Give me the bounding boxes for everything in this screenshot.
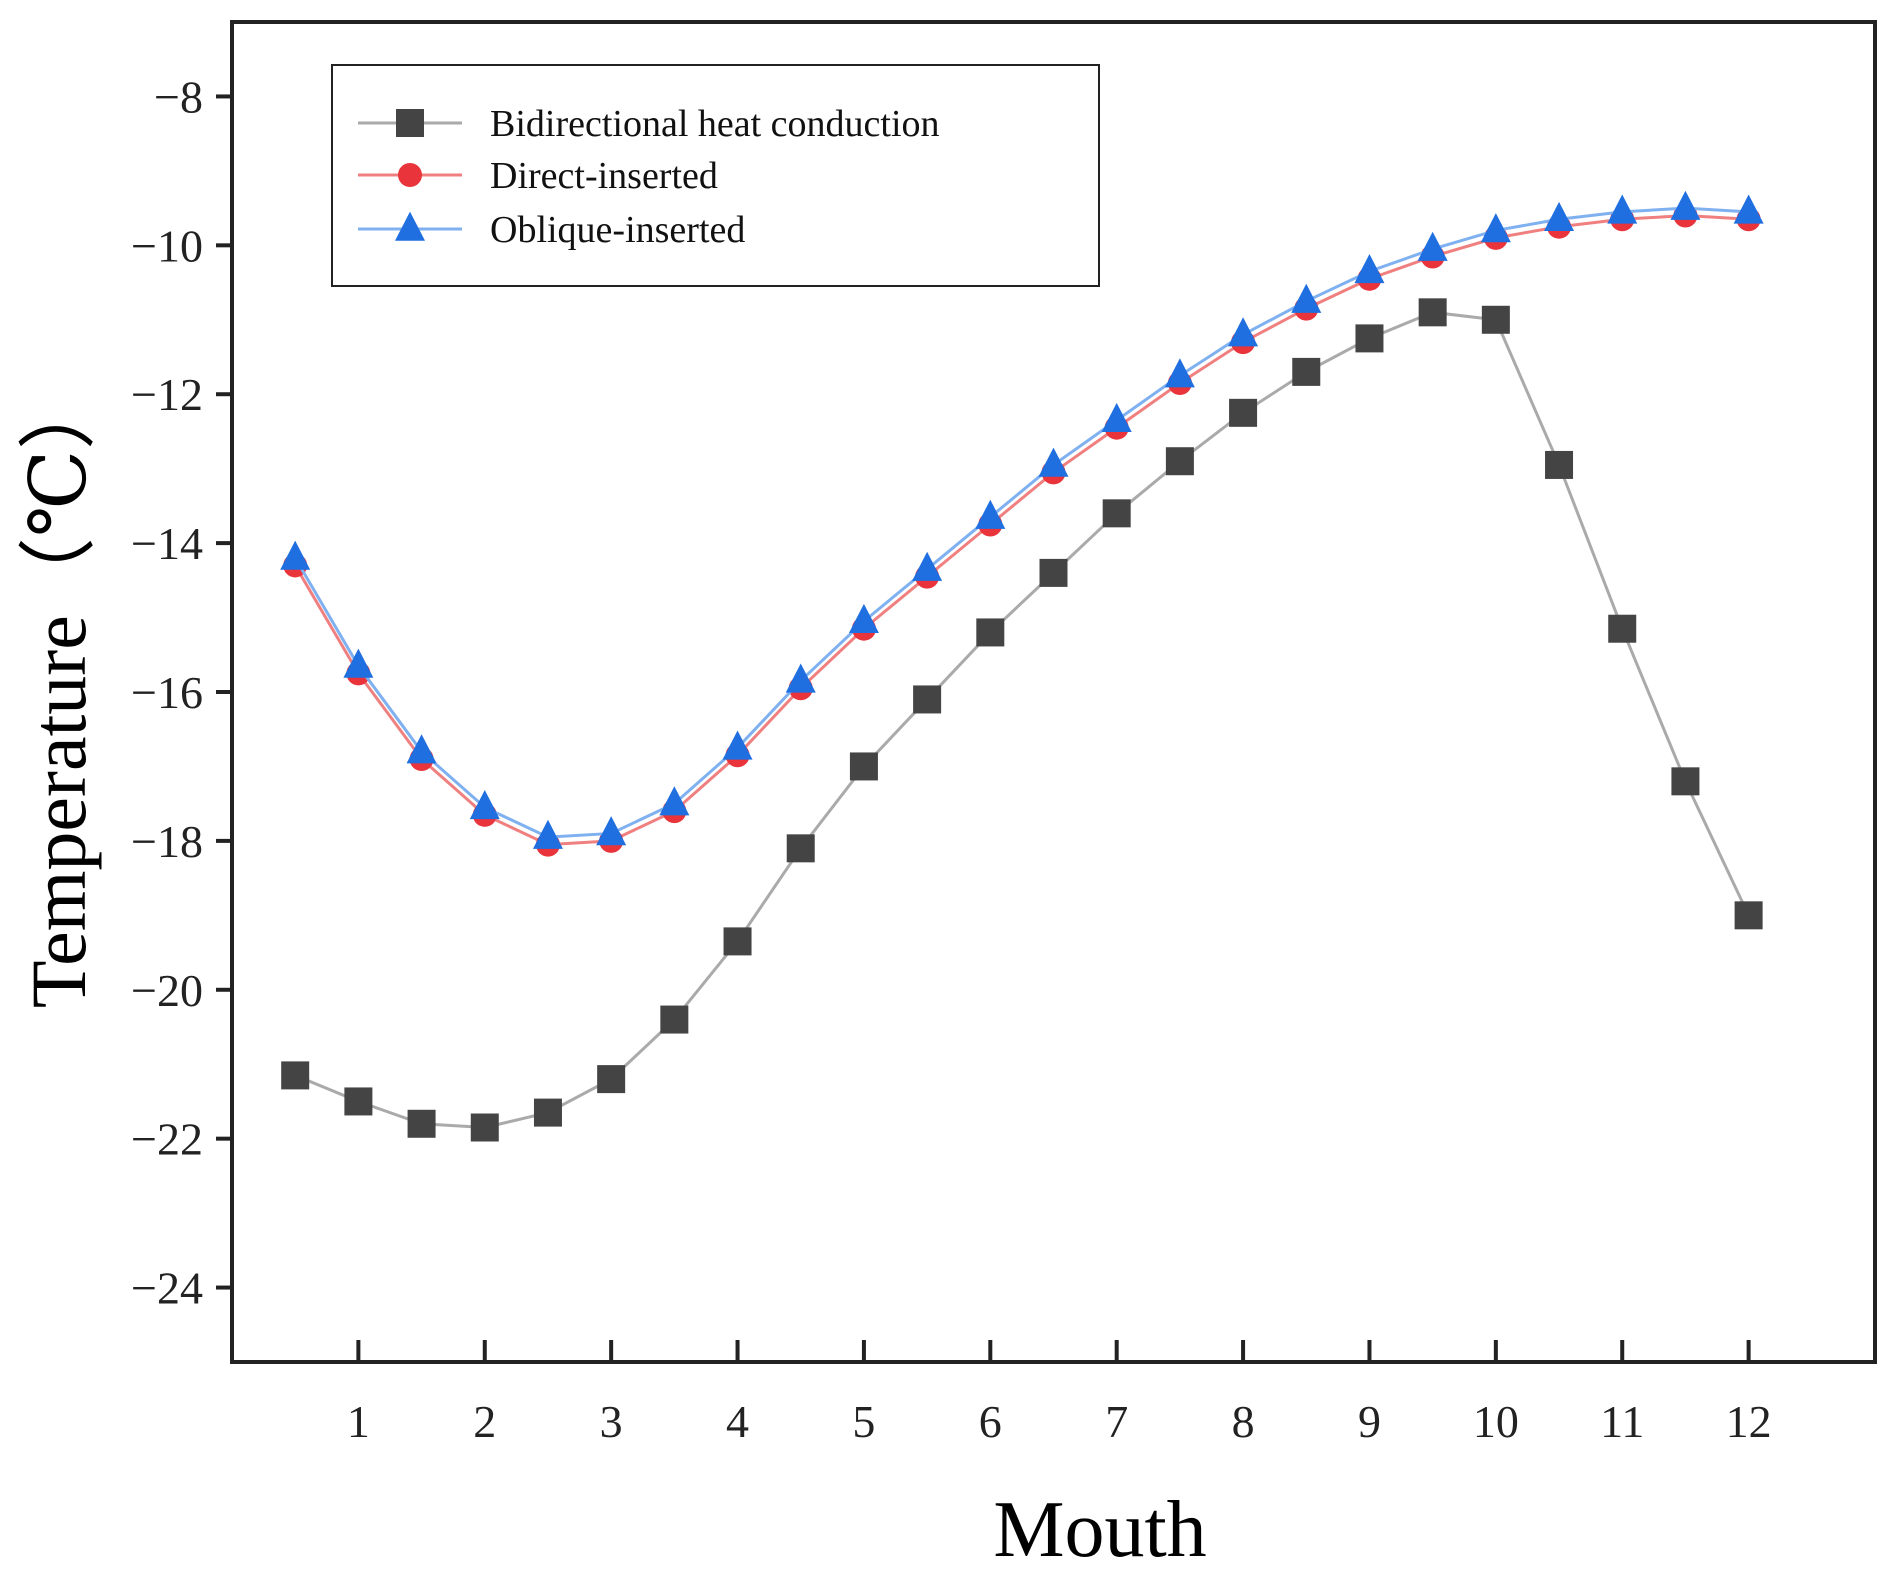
y-tick-label: −18 xyxy=(131,816,203,867)
plot-marks xyxy=(280,190,1764,1142)
series-line xyxy=(293,214,1749,847)
data-point xyxy=(281,1061,310,1090)
data-point xyxy=(280,540,311,570)
x-tick-label: 8 xyxy=(1232,1396,1255,1447)
x-tick-label: 12 xyxy=(1726,1396,1772,1447)
data-point xyxy=(533,1098,562,1127)
data-point xyxy=(1607,194,1638,224)
legend-marker xyxy=(396,109,424,137)
y-tick-label: −24 xyxy=(131,1263,203,1314)
series-triangle xyxy=(280,190,1764,849)
y-tick-label: −8 xyxy=(154,71,203,122)
x-tick-label: 10 xyxy=(1473,1396,1519,1447)
data-point xyxy=(785,663,816,693)
series-line xyxy=(293,206,1749,839)
data-point xyxy=(1481,305,1510,334)
data-point xyxy=(1039,558,1068,587)
legend-label: Direct-inserted xyxy=(490,155,718,197)
data-point xyxy=(849,752,878,781)
data-point xyxy=(1480,213,1511,243)
legend: Bidirectional heat conduction Direct-inse… xyxy=(331,64,1100,287)
series-circle xyxy=(283,203,1761,857)
data-point xyxy=(1545,450,1574,479)
data-point xyxy=(848,603,879,634)
y-tick-label: −12 xyxy=(131,369,203,420)
data-point xyxy=(1355,324,1384,353)
data-point xyxy=(722,730,753,760)
data-point xyxy=(1671,767,1700,796)
series-line xyxy=(294,310,1750,1130)
data-point xyxy=(469,790,500,820)
legend-label: Bidirectional heat conduction xyxy=(490,103,940,145)
x-tick-label: 9 xyxy=(1358,1396,1381,1447)
data-point xyxy=(596,816,627,846)
data-point xyxy=(344,1087,373,1116)
data-point xyxy=(1670,190,1701,220)
data-point xyxy=(723,927,752,956)
data-point xyxy=(1102,499,1131,528)
data-point xyxy=(1229,398,1258,427)
data-point xyxy=(912,551,943,581)
data-point xyxy=(532,819,563,849)
series-square xyxy=(281,298,1763,1142)
y-tick-label: −10 xyxy=(131,220,203,271)
y-tick-label: −20 xyxy=(131,965,203,1016)
data-point xyxy=(786,834,815,863)
y-tick-label: −14 xyxy=(131,518,203,569)
x-tick-label: 1 xyxy=(347,1396,370,1447)
data-point xyxy=(660,1005,689,1034)
data-point xyxy=(1354,254,1385,284)
data-point xyxy=(1228,317,1259,347)
legend-marker xyxy=(395,211,425,241)
data-point xyxy=(1038,447,1069,477)
data-point xyxy=(1733,194,1764,224)
data-point xyxy=(1418,298,1447,327)
data-point xyxy=(1734,901,1763,930)
y-tick-label: −16 xyxy=(131,667,203,718)
data-point xyxy=(975,499,1006,529)
legend-marker xyxy=(398,163,422,187)
axis-ticks: −24−22−20−18−16−14−12−10−81 2 3 4 5 6 7 8 9 10 11 1… xyxy=(131,71,1772,1447)
x-tick-label: 3 xyxy=(600,1396,623,1447)
data-point xyxy=(913,685,942,714)
data-point xyxy=(407,1109,436,1138)
x-tick-label: 5 xyxy=(852,1396,875,1447)
data-point xyxy=(1417,231,1448,261)
legend-entries: Bidirectional heat conduction Direct-inse… xyxy=(358,103,940,251)
x-tick-label: 7 xyxy=(1105,1396,1128,1447)
data-point xyxy=(1165,447,1194,476)
x-tick-label: 11 xyxy=(1600,1396,1644,1447)
data-point xyxy=(406,734,437,764)
x-axis-title: Mouth xyxy=(993,1486,1206,1574)
x-tick-label: 2 xyxy=(473,1396,496,1447)
y-tick-label: −22 xyxy=(131,1114,203,1165)
data-point xyxy=(976,618,1005,647)
y-axis-title: Temperature（℃） xyxy=(15,372,102,1008)
data-point xyxy=(1291,283,1322,313)
x-tick-label: 6 xyxy=(979,1396,1002,1447)
data-point xyxy=(470,1113,499,1142)
x-tick-label: 4 xyxy=(726,1396,749,1447)
data-point xyxy=(1544,201,1575,232)
data-point xyxy=(343,648,374,678)
data-point xyxy=(1101,402,1132,433)
data-point xyxy=(1164,358,1195,388)
data-point xyxy=(597,1065,626,1094)
data-point xyxy=(1608,614,1637,643)
data-point xyxy=(1292,357,1321,386)
legend-label: Oblique-inserted xyxy=(490,209,745,251)
data-point xyxy=(659,786,690,816)
